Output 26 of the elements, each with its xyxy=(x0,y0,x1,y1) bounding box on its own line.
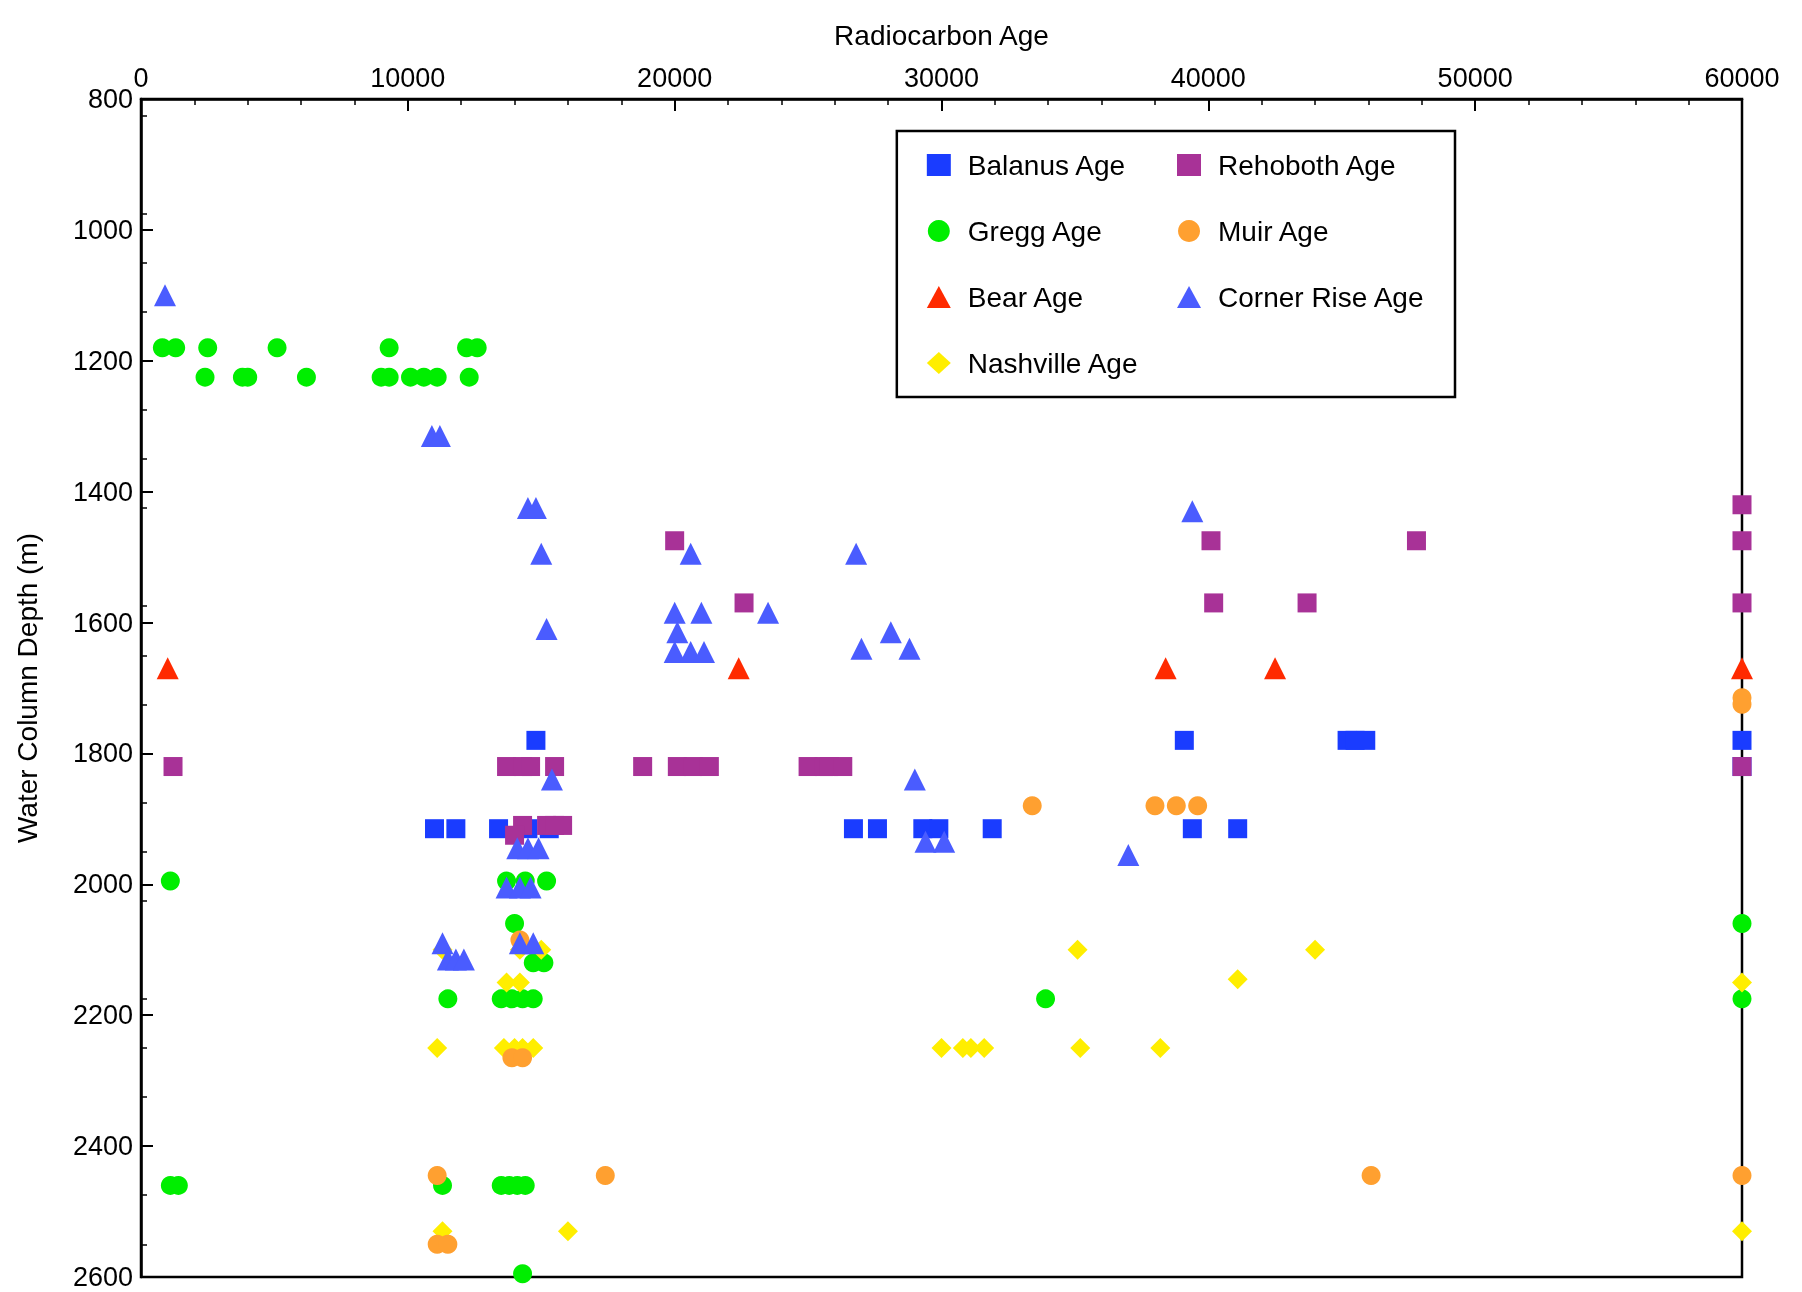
y-tick-label: 2200 xyxy=(72,1000,133,1031)
x-axis-title: Radiocarbon Age xyxy=(834,19,1049,51)
legend-label: Bear Age xyxy=(967,281,1084,313)
y-tick-label: 1200 xyxy=(72,345,133,376)
x-tick-label: 50000 xyxy=(1437,62,1513,93)
y-tick-label: 1600 xyxy=(72,607,133,638)
legend-label: Corner Rise Age xyxy=(1218,281,1424,313)
legend-label: Balanus Age xyxy=(967,149,1126,181)
x-tick-label: 20000 xyxy=(637,62,713,93)
x-tick-label: 10000 xyxy=(370,62,446,93)
x-tick-label: 60000 xyxy=(1704,62,1780,93)
legend-label: Nashville Age xyxy=(967,347,1138,379)
y-tick-label: 2600 xyxy=(72,1262,133,1292)
y-tick-label: 1400 xyxy=(72,476,133,507)
y-tick-label: 1800 xyxy=(72,738,133,769)
legend-label: Muir Age xyxy=(1218,215,1329,247)
x-tick-label: 30000 xyxy=(903,62,980,93)
legend-label: Rehoboth Age xyxy=(1218,149,1396,181)
x-tick-label: 40000 xyxy=(1170,62,1246,93)
y-axis-title: Water Column Depth (m) xyxy=(11,532,43,844)
y-tick-label: 2400 xyxy=(72,1131,133,1162)
y-tick-label: 2000 xyxy=(72,869,133,900)
y-tick-label: 1000 xyxy=(72,214,133,245)
x-tick-label: 0 xyxy=(133,62,149,93)
y-tick-label: 800 xyxy=(87,84,133,114)
legend-label: Gregg Age xyxy=(967,215,1102,247)
